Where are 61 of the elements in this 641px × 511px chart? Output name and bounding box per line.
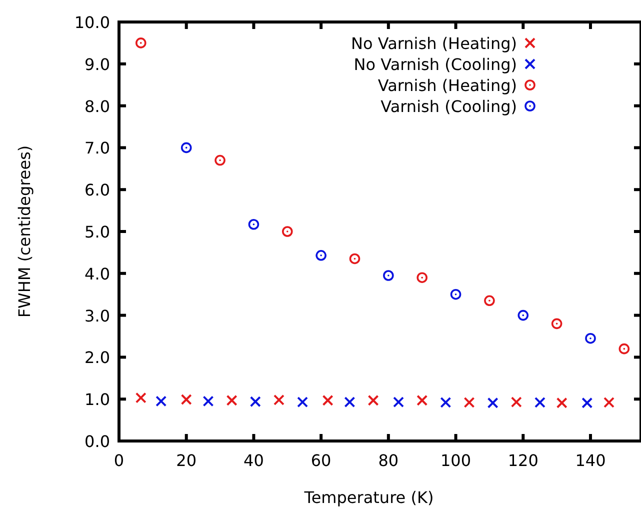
x-tick-label: 80 (378, 451, 399, 470)
point (534, 396, 546, 408)
y-tick-label: 8.0 (84, 96, 110, 116)
point (297, 396, 308, 408)
point (604, 396, 615, 408)
y-tick-label: 6.0 (84, 180, 110, 200)
legend-label: No Varnish (Heating) (351, 34, 517, 53)
x-tick-label: 140 (575, 451, 606, 470)
point (487, 397, 498, 408)
point (618, 343, 630, 354)
point (135, 38, 146, 48)
point (344, 396, 356, 408)
x-tick-label: 100 (440, 451, 472, 470)
point (556, 397, 568, 408)
point (316, 250, 326, 261)
point (322, 394, 334, 406)
point (368, 394, 379, 406)
point (214, 154, 226, 166)
point (282, 226, 293, 237)
y-tick-label: 3.0 (84, 306, 110, 326)
point (416, 272, 428, 283)
y-tick-label: 2.0 (84, 348, 110, 368)
x-tick-label: 60 (310, 451, 332, 470)
x-tick-label: 40 (244, 451, 264, 470)
point (250, 396, 261, 408)
point (582, 397, 593, 408)
point (135, 392, 146, 404)
y-axis-title: FWHM (centidegrees) (15, 145, 34, 318)
y-tick-label: 9.0 (84, 54, 110, 74)
legend-label: No Varnish (Cooling) (354, 55, 517, 74)
point (585, 332, 596, 344)
point (450, 288, 462, 300)
point (202, 396, 214, 407)
point (180, 142, 192, 154)
y-tick-label: 5.0 (84, 222, 110, 242)
x-axis-title: Temperature (K) (303, 488, 434, 507)
point (416, 394, 428, 406)
point (484, 295, 495, 306)
point (156, 396, 167, 407)
x-tick-label: 20 (176, 451, 197, 470)
x-tick-label: 0 (114, 451, 124, 470)
point (551, 318, 562, 330)
y-tick-label: 10.0 (74, 13, 110, 32)
y-tick-label: 0.0 (84, 432, 110, 451)
point (510, 396, 522, 408)
x-tick-label: 120 (508, 451, 538, 470)
legend-label: Varnish (Cooling) (380, 97, 517, 116)
point (226, 394, 238, 406)
point (383, 270, 394, 281)
y-tick-label: 4.0 (84, 264, 110, 284)
point (273, 394, 284, 406)
point (349, 253, 360, 264)
point (393, 396, 404, 408)
point (248, 218, 260, 230)
point (440, 396, 452, 408)
y-tick-label: 7.0 (84, 138, 110, 158)
point (464, 396, 475, 408)
y-tick-label: 1.0 (84, 390, 110, 410)
point (518, 310, 529, 321)
legend-label: Varnish (Heating) (378, 76, 517, 95)
point (180, 394, 192, 406)
